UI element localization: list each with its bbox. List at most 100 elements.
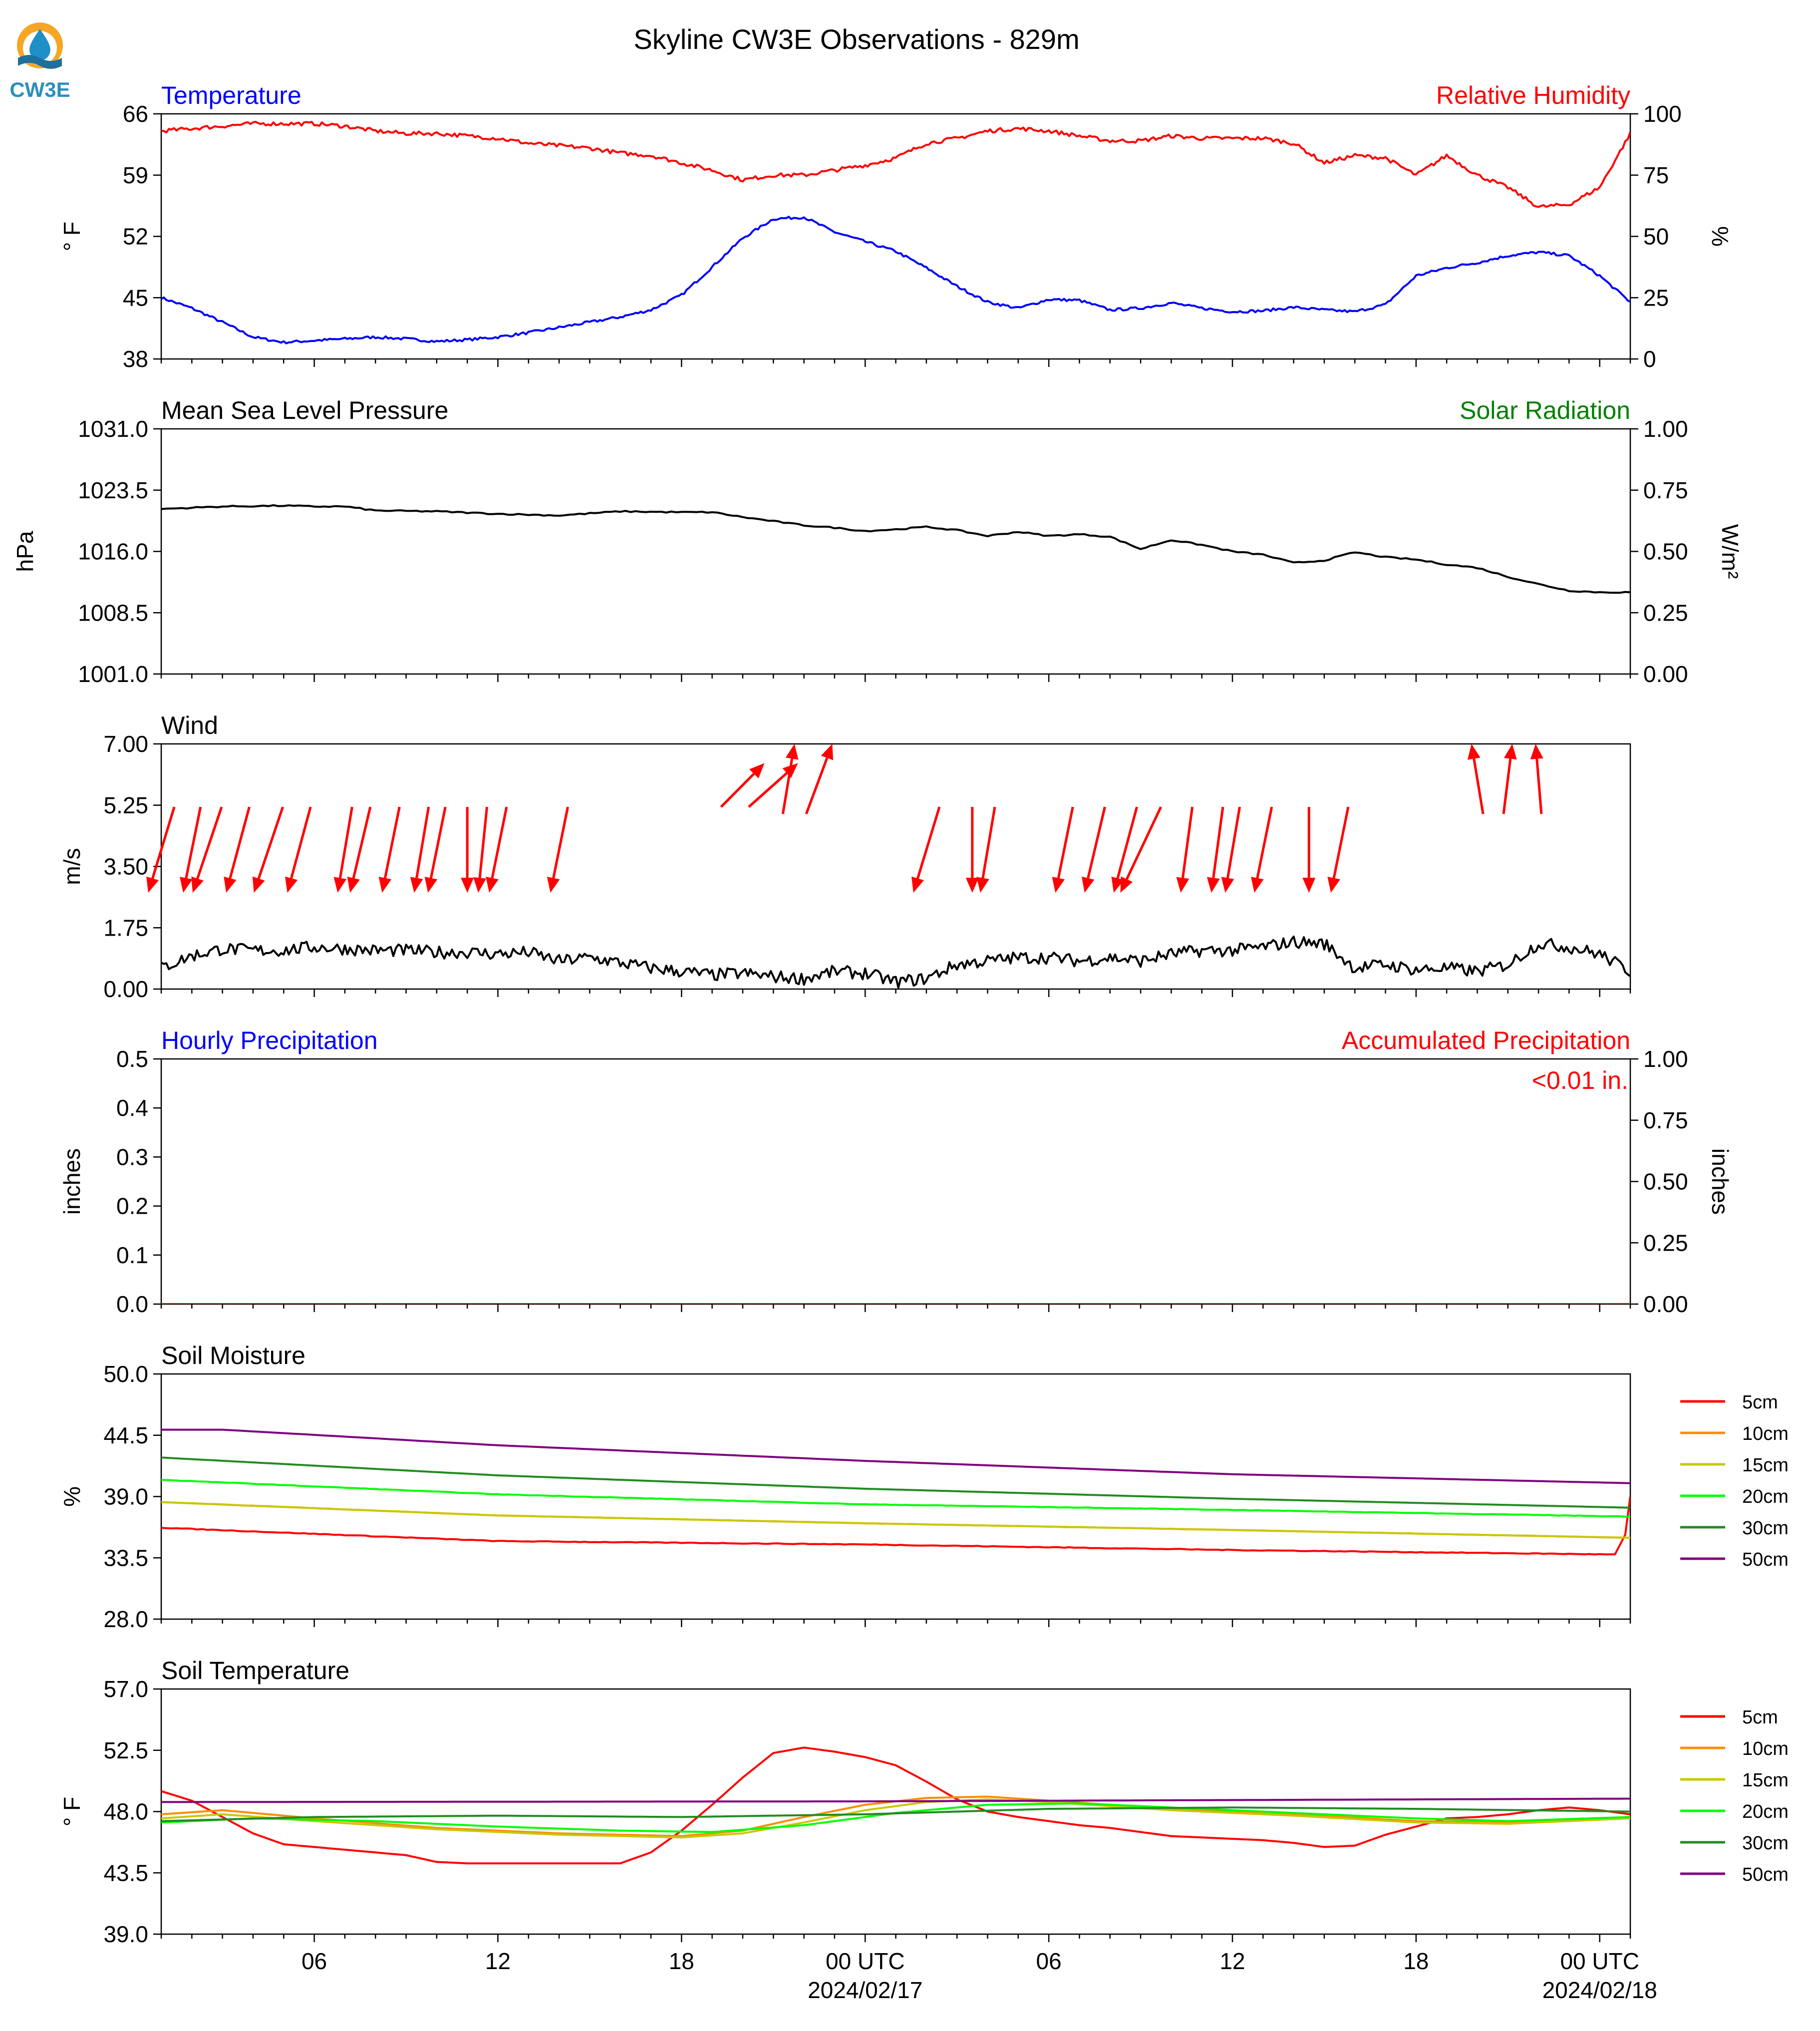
legend-label: 20cm bbox=[1742, 1486, 1789, 1507]
legend-label: 20cm bbox=[1742, 1801, 1789, 1822]
wind-arrow-head bbox=[911, 876, 924, 893]
series-group bbox=[161, 120, 1630, 344]
y2-tick-label: 50 bbox=[1643, 224, 1669, 250]
wind-arrow-head bbox=[285, 876, 298, 893]
series-line-relative-humidity bbox=[161, 120, 1630, 208]
y-tick-label: 0.4 bbox=[116, 1095, 148, 1121]
wind-arrow-head bbox=[1221, 877, 1234, 893]
y-axis-label: ° F bbox=[59, 222, 85, 251]
x-date-label: 2024/02/18 bbox=[1542, 1977, 1657, 2003]
legend-label: 15cm bbox=[1742, 1455, 1789, 1476]
y-tick-label: 66 bbox=[123, 101, 148, 127]
series-line-15cm bbox=[161, 1501, 1630, 1539]
x-tick-label: 18 bbox=[1403, 1948, 1429, 1974]
panel-3: Wind 7.00 5.25 3.50 1.75 0.00 m/s bbox=[59, 711, 1631, 1002]
logo-wave-icon bbox=[18, 55, 62, 69]
wind-arrows bbox=[146, 744, 1543, 893]
wind-arrow-shaft bbox=[748, 772, 788, 808]
y-tick-label: 44.5 bbox=[103, 1422, 148, 1448]
y2-tick-label: 0.50 bbox=[1643, 1169, 1688, 1195]
wind-arrow-head bbox=[1176, 877, 1190, 893]
cw3e-logo: CW3E bbox=[9, 22, 70, 101]
panel-title-right: Solar Radiation bbox=[1460, 396, 1630, 424]
y2-axis-label: % bbox=[1707, 226, 1733, 247]
legend-label: 15cm bbox=[1742, 1770, 1789, 1791]
wind-arrow-shaft bbox=[1181, 806, 1194, 878]
y-tick-label: 5.25 bbox=[103, 792, 148, 818]
wind-arrow-shaft bbox=[1256, 806, 1273, 879]
x-tick-label: 12 bbox=[1219, 1948, 1245, 1974]
y-tick-label: 7.00 bbox=[103, 731, 148, 757]
wind-arrow-shaft bbox=[491, 806, 508, 879]
panel-5: Soil Moisture 50.0 44.5 39.0 33.5 28.0% 5cm 10c… bbox=[59, 1342, 1789, 1632]
legend-label: 10cm bbox=[1742, 1423, 1789, 1444]
wind-arrow-shaft bbox=[1212, 806, 1224, 878]
y-tick-label: 33.5 bbox=[103, 1545, 148, 1571]
y-tick-label: 0.5 bbox=[116, 1046, 148, 1072]
wind-arrow-shaft bbox=[1116, 806, 1138, 879]
legend-label: 50cm bbox=[1742, 1864, 1789, 1885]
wind-arrow-head bbox=[1530, 744, 1543, 759]
x-tick-label: 12 bbox=[485, 1948, 511, 1974]
y2-axis-label: inches bbox=[1707, 1148, 1733, 1215]
wind-arrow-shaft bbox=[185, 806, 202, 879]
wind-arrow-head bbox=[191, 876, 204, 893]
wind-arrow-shaft bbox=[1125, 806, 1162, 880]
series-line-wind-speed bbox=[161, 935, 1630, 989]
wind-arrow-shaft bbox=[257, 806, 284, 879]
legend-label: 30cm bbox=[1742, 1518, 1789, 1539]
series-line-30cm bbox=[161, 1806, 1630, 1822]
x-tick-label: 00 UTC bbox=[826, 1948, 905, 1974]
y-axis-label: ° F bbox=[59, 1797, 85, 1826]
series-group bbox=[161, 1428, 1630, 1556]
wind-arrow-head bbox=[333, 877, 347, 893]
y-axis-label: hPa bbox=[12, 531, 38, 572]
wind-arrow-shaft bbox=[1473, 758, 1485, 814]
y2-tick-label: 0.25 bbox=[1643, 1230, 1688, 1256]
precip-annotation: <0.01 in. bbox=[1532, 1066, 1628, 1094]
y-tick-label: 39.0 bbox=[103, 1921, 148, 1947]
wind-arrow-shaft bbox=[1057, 806, 1074, 879]
wind-arrow-shaft bbox=[720, 773, 755, 808]
y2-tick-label: 0 bbox=[1643, 346, 1656, 372]
y2-tick-label: 0.00 bbox=[1643, 1291, 1688, 1317]
y2-tick-label: 75 bbox=[1643, 162, 1669, 188]
y2-tick-label: 0.25 bbox=[1643, 600, 1688, 626]
wind-arrow-head bbox=[378, 877, 392, 893]
y-tick-label: 39.0 bbox=[103, 1484, 148, 1510]
wind-arrow-head bbox=[1120, 876, 1133, 893]
logo-drop-icon bbox=[29, 29, 50, 60]
wind-arrow-shaft bbox=[352, 806, 372, 879]
wind-arrow-shaft bbox=[916, 806, 941, 879]
legend-label: 30cm bbox=[1742, 1833, 1789, 1854]
y2-axis-label: W/m² bbox=[1717, 524, 1743, 579]
y-axis-label: % bbox=[59, 1486, 85, 1507]
y-tick-label: 52.5 bbox=[103, 1737, 148, 1763]
y-tick-label: 0.2 bbox=[116, 1193, 148, 1219]
x-tick-label: 00 UTC bbox=[1560, 1948, 1639, 1974]
wind-arrow-shaft bbox=[552, 806, 569, 879]
wind-arrow-head bbox=[180, 877, 193, 893]
series-line-20cm bbox=[161, 1479, 1630, 1518]
wind-arrow-head bbox=[473, 877, 487, 893]
wind-arrow-head bbox=[461, 878, 474, 893]
wind-arrow-head bbox=[1052, 877, 1065, 893]
series-line-temperature bbox=[161, 216, 1630, 344]
wind-arrow-head bbox=[224, 876, 237, 893]
wind-arrow-head bbox=[1081, 876, 1095, 893]
y2-tick-label: 0.50 bbox=[1643, 539, 1688, 565]
y-tick-label: 0.00 bbox=[103, 976, 148, 1002]
wind-arrow-head bbox=[1504, 744, 1517, 760]
y2-tick-label: 0.75 bbox=[1643, 1107, 1688, 1133]
y-axis-label: m/s bbox=[59, 848, 85, 885]
x-tick-label: 06 bbox=[302, 1948, 327, 1974]
wind-arrow-head bbox=[1251, 877, 1264, 893]
panel-4: Hourly Precipitation Accumulated Precipit… bbox=[59, 1026, 1733, 1317]
legend-label: 5cm bbox=[1742, 1392, 1778, 1413]
x-tick-label: 18 bbox=[669, 1948, 694, 1974]
wind-arrow-shaft bbox=[229, 806, 251, 879]
panel-6: Soil Temperature 57.0 52.5 48.0 43.5 39.0 ° F 5… bbox=[59, 1657, 1789, 2003]
